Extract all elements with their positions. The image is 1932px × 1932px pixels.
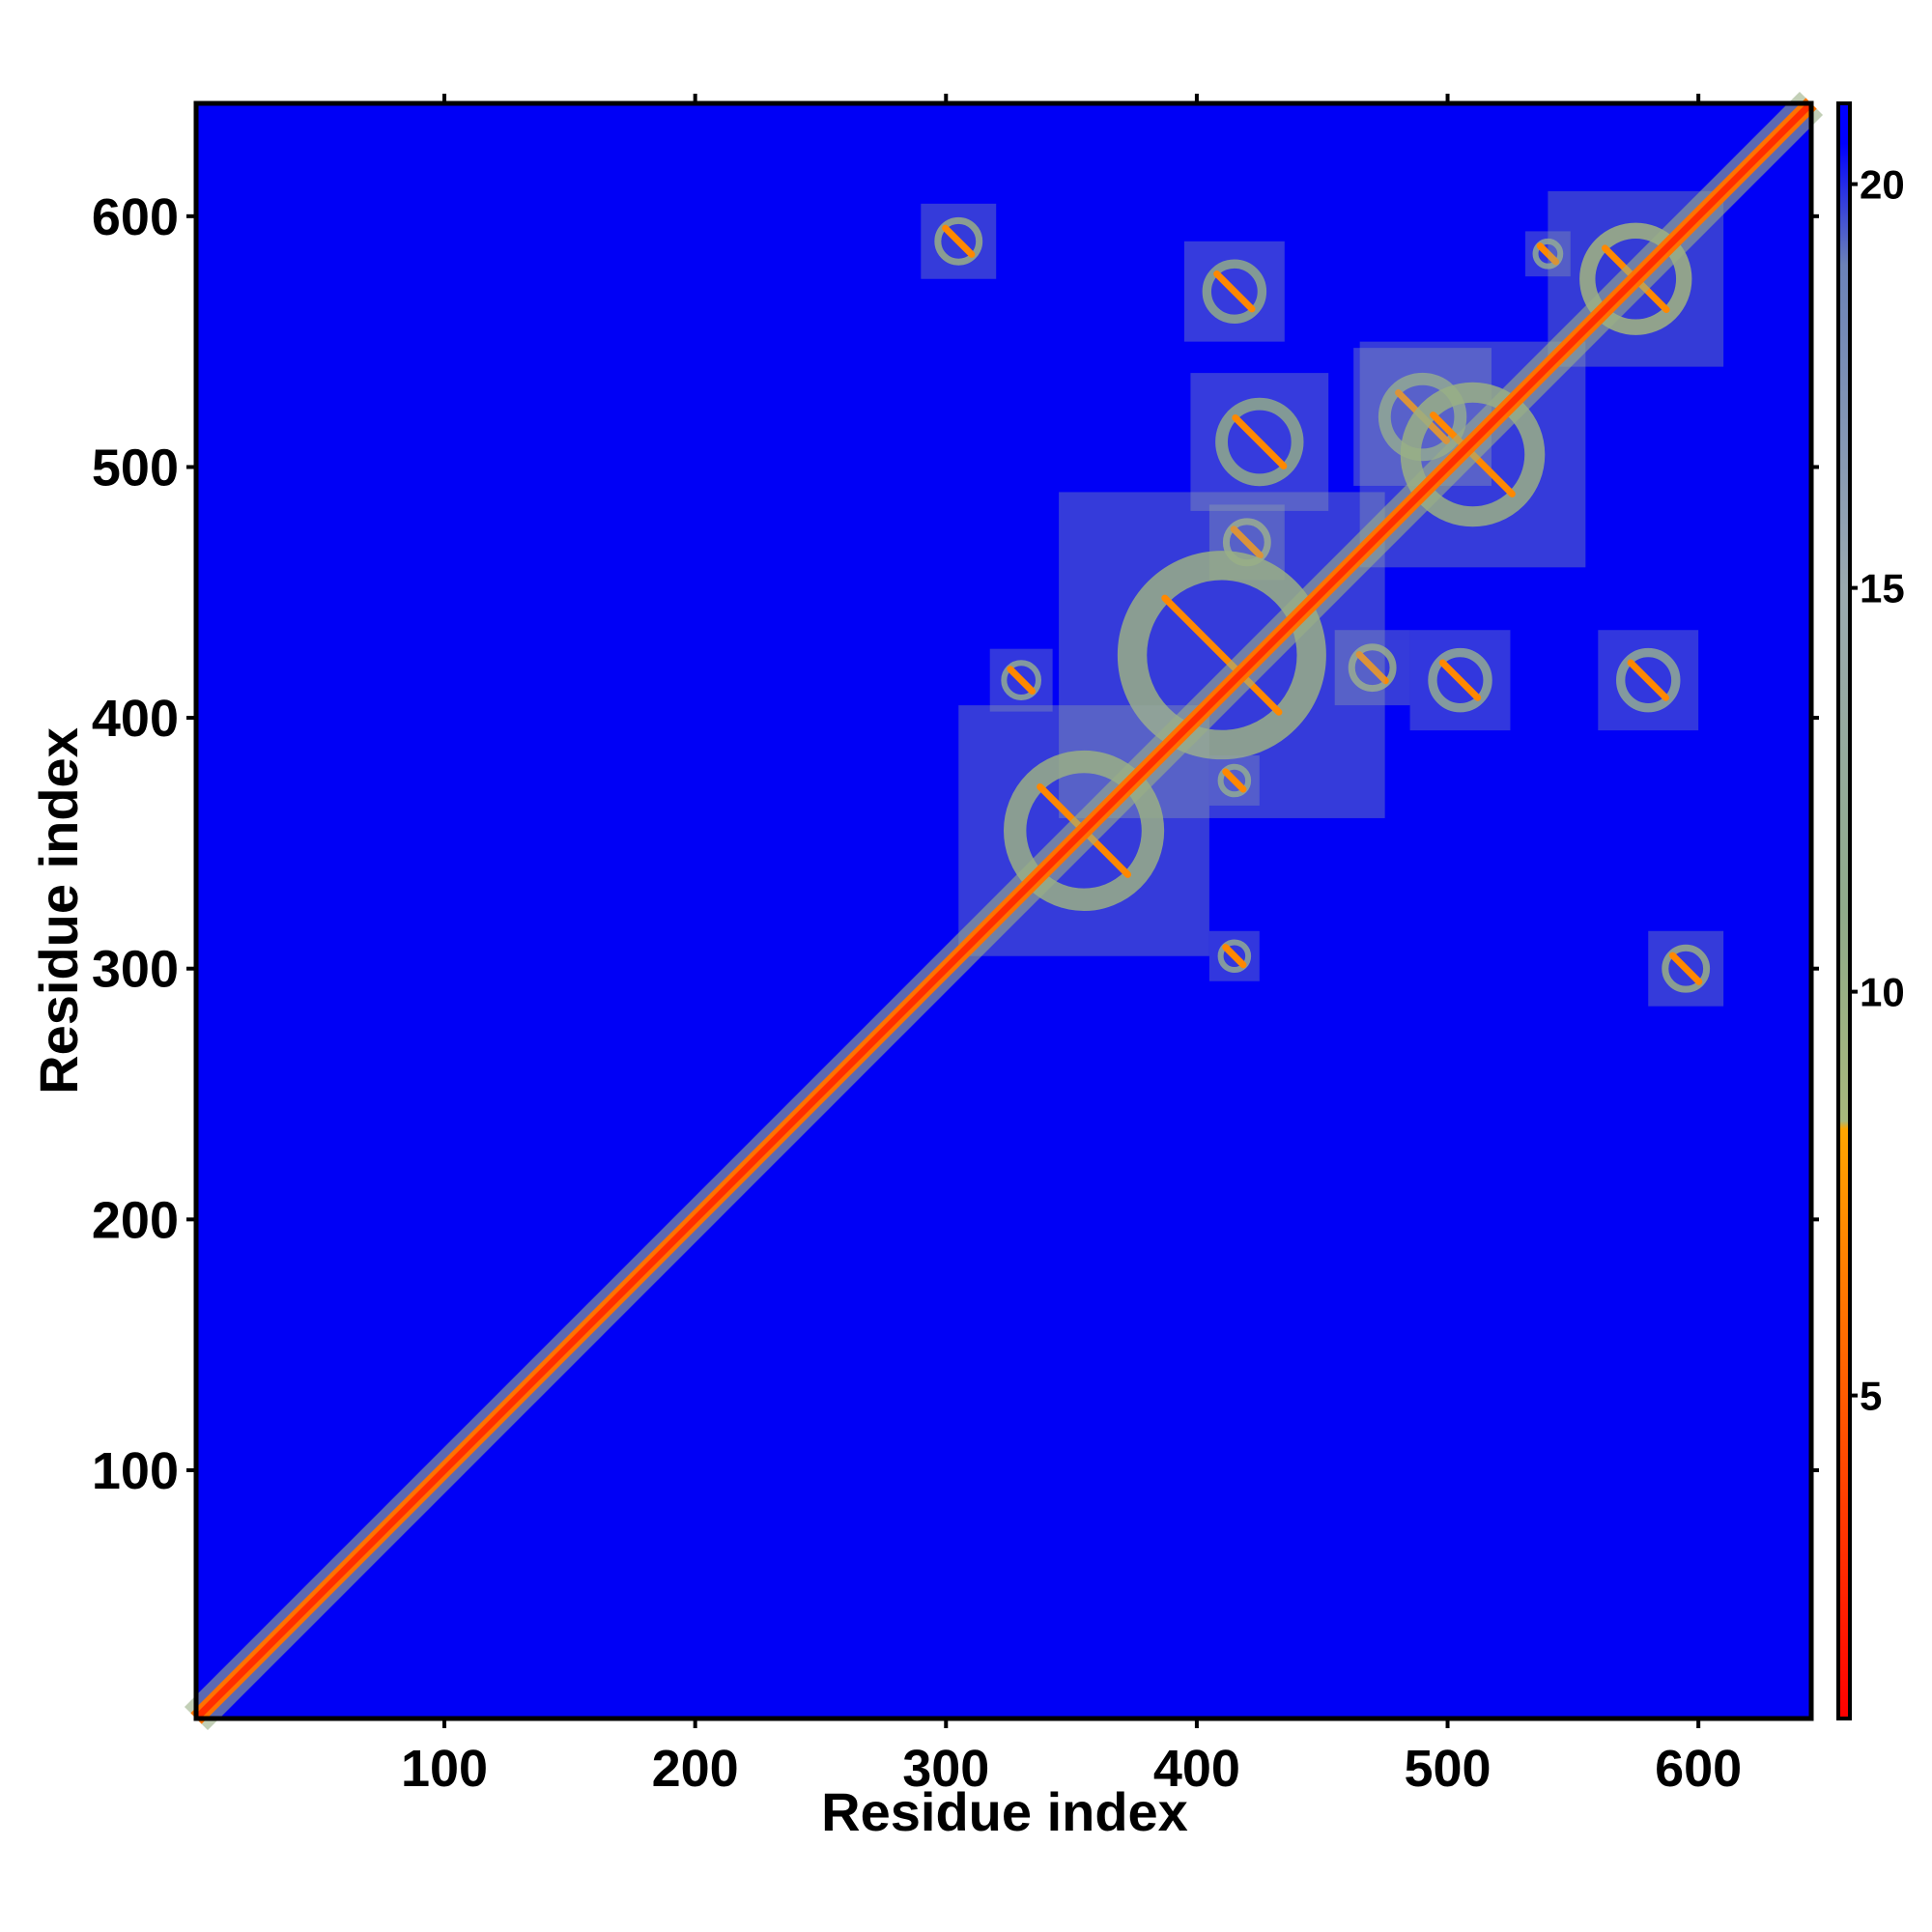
x-tick-label-100: 100: [401, 1740, 488, 1798]
contact-470-420-streak: [1355, 651, 1389, 685]
x-axis: 100 200 300 400 500 600: [401, 94, 1742, 1798]
y-tick-label-500: 500: [92, 439, 179, 497]
contact-415-375-ring: [1217, 763, 1252, 798]
x-tick-label-300: 300: [902, 1740, 989, 1798]
heatmap-plot-area: [184, 91, 1824, 1731]
contact-425-510: [1190, 373, 1329, 511]
contact-410-425-streak: [1161, 594, 1283, 716]
contact-330-415: [989, 648, 1053, 712]
contact-490-520-ring: [1378, 372, 1467, 462]
contact-595-300: [1648, 930, 1724, 1007]
contact-305-590-streak: [942, 224, 976, 258]
contact-540-585-streak: [1536, 242, 1560, 266]
contact-415-305-ring: [1217, 939, 1252, 974]
colorbar-frame: [1836, 101, 1852, 1720]
contact-580-415-streak: [1627, 659, 1669, 701]
heatmap-diagonal: [184, 91, 1824, 1731]
colorbar-tick-label-5: 5: [1860, 1374, 1882, 1419]
contact-415-570-ring: [1202, 259, 1267, 324]
contact-415-570: [1183, 241, 1285, 342]
x-tick-label-500: 500: [1404, 1740, 1491, 1798]
contact-580-415-ring: [1616, 647, 1681, 713]
contact-415-375-streak: [1222, 768, 1247, 793]
contact-410-425-ring: [1117, 551, 1326, 760]
colorbar-tick-label-15: 15: [1860, 566, 1905, 611]
contact-505-415: [1409, 630, 1511, 731]
contact-595-300-streak: [1669, 952, 1703, 985]
contact-540-585-ring: [1532, 238, 1564, 270]
contact-415-305: [1208, 930, 1260, 981]
contact-305-590-ring: [934, 216, 983, 266]
contact-330-415-ring: [1001, 660, 1042, 700]
colorbar-tick-label-20: 20: [1860, 162, 1905, 208]
colorbar-gradient: [1838, 103, 1850, 1719]
contact-580-415: [1598, 630, 1699, 731]
colorbar: 5 10 15 20: [1836, 101, 1905, 1720]
contact-415-375: [1208, 755, 1260, 806]
y-tick-label-300: 300: [92, 941, 179, 999]
contact-425-510-ring: [1215, 397, 1304, 487]
x-tick-label-400: 400: [1153, 1740, 1240, 1798]
contact-305-590: [921, 203, 997, 279]
contact-330-415-streak: [1007, 666, 1037, 696]
contact-470-420-ring: [1348, 643, 1397, 693]
contact-425-510-streak: [1232, 414, 1288, 469]
contact-595-300-ring: [1662, 944, 1711, 993]
x-axis-label: Residue index: [821, 1781, 1188, 1842]
y-tick-label-400: 400: [92, 690, 179, 748]
y-tick-label-600: 600: [92, 188, 179, 246]
diagonal-core: [193, 100, 1814, 1721]
y-axis: 100 200 300 400 500 600: [92, 188, 1819, 1500]
contact-355-355-ring: [1003, 750, 1165, 912]
x-tick-label-200: 200: [652, 1740, 739, 1798]
y-tick-label-200: 200: [92, 1191, 179, 1249]
contact-540-585: [1525, 231, 1571, 277]
contact-415-305-streak: [1222, 944, 1247, 969]
y-axis-label: Residue index: [28, 727, 89, 1094]
contact-510-505-ring: [1400, 382, 1546, 527]
contact-420-470-streak: [1230, 526, 1264, 559]
plot-frame: [193, 100, 1814, 1721]
contact-575-575-ring: [1579, 222, 1692, 335]
contact-415-570-streak: [1213, 270, 1256, 313]
contact-470-420: [1334, 630, 1410, 706]
contact-505-415-streak: [1438, 659, 1482, 701]
colorbar-tick-label-10: 10: [1860, 970, 1905, 1015]
contact-505-415-ring: [1428, 647, 1492, 713]
x-tick-label-600: 600: [1655, 1740, 1742, 1798]
colorbar-ticks: 5 10 15 20: [1850, 162, 1905, 1419]
y-tick-label-100: 100: [92, 1442, 179, 1500]
